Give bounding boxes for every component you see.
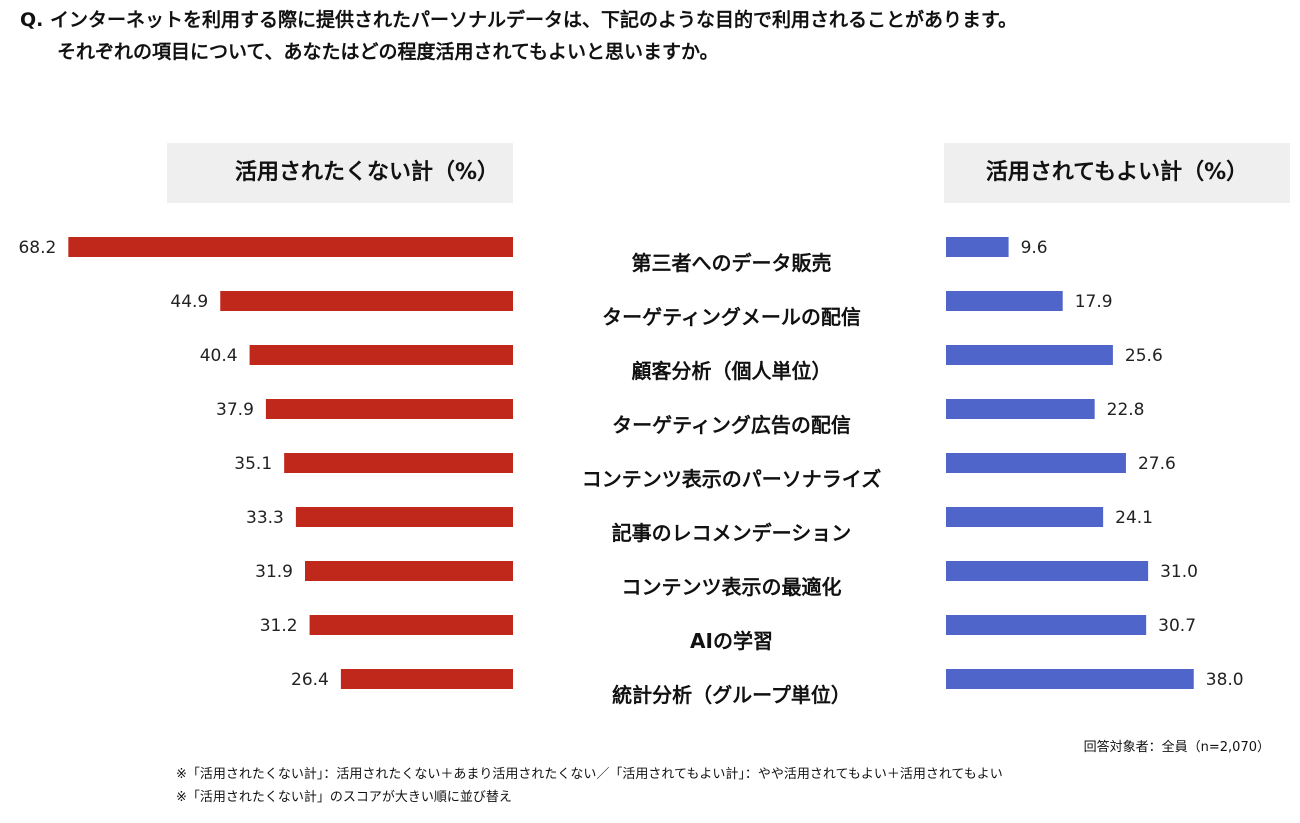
- category-label: ターゲティング広告の配信: [612, 413, 851, 437]
- right-bar: [946, 507, 1104, 527]
- right-value-label: 17.9: [1075, 292, 1113, 312]
- right-value-label: 25.6: [1125, 346, 1163, 366]
- right-bar: [946, 291, 1063, 311]
- left-bar: [68, 237, 513, 257]
- left-bar: [220, 291, 513, 311]
- category-label: 顧客分析（個人単位）: [632, 359, 832, 383]
- right-bar: [946, 399, 1095, 419]
- right-bar: [946, 237, 1009, 257]
- question-text: Q. インターネットを利用する際に提供されたパーソナルデータは、下記のような目的…: [20, 4, 1017, 68]
- left-bar: [265, 399, 513, 419]
- category-label: ターゲティングメールの配信: [602, 305, 861, 329]
- right-value-label: 22.8: [1107, 400, 1145, 420]
- right-bar: [946, 615, 1147, 635]
- right-value-label: 38.0: [1206, 670, 1244, 690]
- left-value-label: 33.3: [246, 508, 284, 528]
- left-bar: [249, 345, 514, 365]
- left-bar: [284, 453, 513, 473]
- right-value-label: 9.6: [1021, 238, 1048, 258]
- left-value-label: 31.9: [255, 562, 293, 582]
- right-value-label: 31.0: [1160, 562, 1198, 582]
- right-value-label: 24.1: [1115, 508, 1153, 528]
- left-value-label: 40.4: [200, 346, 238, 366]
- question-line-1: Q. インターネットを利用する際に提供されたパーソナルデータは、下記のような目的…: [20, 9, 1018, 31]
- category-label: コンテンツ表示の最適化: [622, 575, 842, 599]
- left-series-header: 活用されたくない計（%）: [167, 143, 513, 203]
- left-bar: [340, 669, 513, 689]
- right-series-header: 活用されてもよい計（%）: [944, 143, 1290, 203]
- left-value-label: 68.2: [18, 238, 56, 258]
- category-label: 記事のレコメンデーション: [612, 521, 852, 545]
- question-line-2: それぞれの項目について、あなたはどの程度活用されてもよいと思いますか。: [57, 41, 719, 63]
- left-value-label: 31.2: [260, 616, 298, 636]
- respondents-note: 回答対象者：全員（n=2,070）: [1083, 740, 1270, 755]
- category-label: AIの学習: [690, 629, 773, 653]
- left-value-label: 44.9: [170, 292, 208, 312]
- left-value-label: 37.9: [216, 400, 254, 420]
- left-bar: [309, 615, 513, 635]
- right-bar: [946, 561, 1149, 581]
- left-value-label: 26.4: [291, 670, 329, 690]
- left-bar: [295, 507, 513, 527]
- footnote-sort-order: ※「活用されたくない計」のスコアが大きい順に並び替え: [176, 790, 512, 805]
- category-label: コンテンツ表示のパーソナライズ: [582, 467, 881, 491]
- category-label: 第三者へのデータ販売: [632, 251, 832, 275]
- footnote-definition: ※「活用されたくない計」：活用されたくない＋あまり活用されたくない／「活用されて…: [176, 767, 1003, 782]
- right-bar: [946, 669, 1194, 689]
- left-value-label: 35.1: [234, 454, 272, 474]
- right-value-label: 27.6: [1138, 454, 1176, 474]
- category-label: 統計分析（グループ単位）: [612, 683, 851, 707]
- left-bar: [305, 561, 513, 581]
- right-value-label: 30.7: [1158, 616, 1196, 636]
- right-bar: [946, 453, 1126, 473]
- right-bar: [946, 345, 1113, 365]
